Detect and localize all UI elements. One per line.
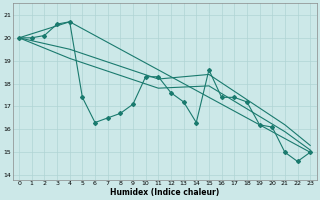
X-axis label: Humidex (Indice chaleur): Humidex (Indice chaleur) bbox=[110, 188, 219, 197]
